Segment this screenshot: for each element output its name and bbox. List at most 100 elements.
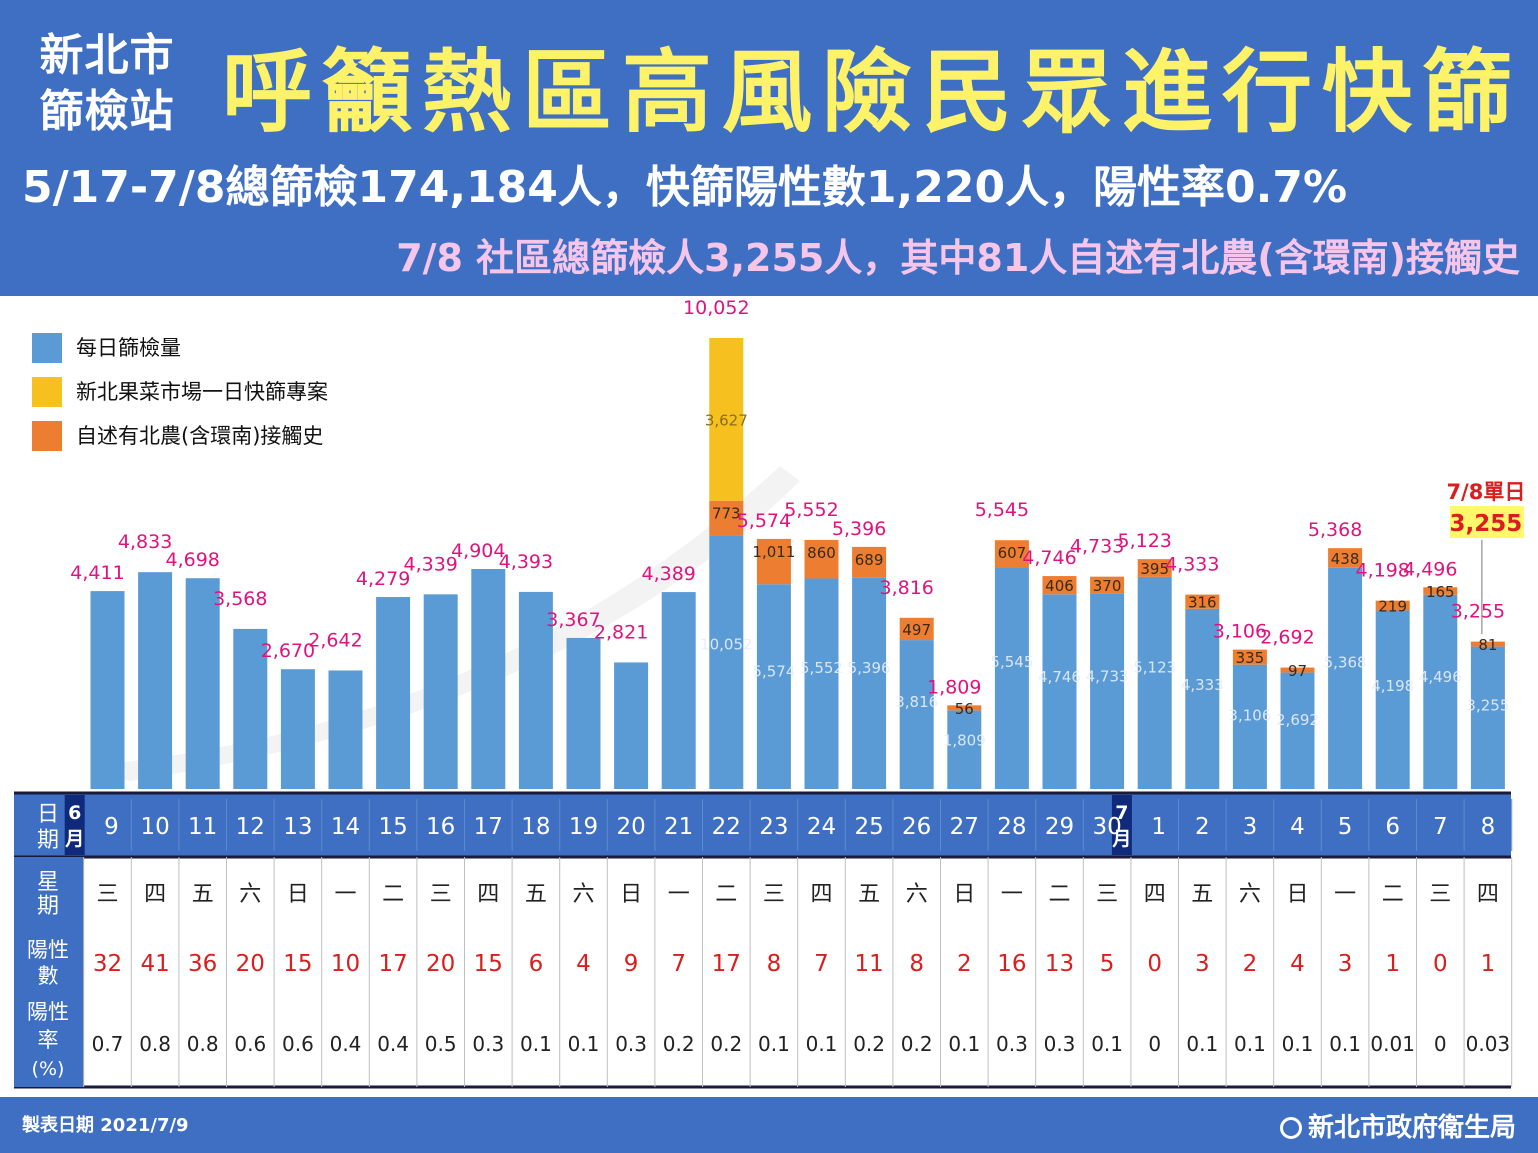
inner-value-16: 5,396 (848, 659, 891, 677)
positive-cell-15: 7 (814, 951, 829, 977)
weekday-cell-8: 四 (477, 882, 499, 907)
positive-cell-24: 2 (1243, 951, 1258, 977)
positive-cell-28: 0 (1433, 951, 1448, 977)
date-header-1: 期 (37, 828, 59, 853)
weekday-cell-12: 一 (668, 882, 690, 907)
bar-contact-24 (1232, 649, 1267, 665)
total-label-20: 4,746 (1022, 547, 1076, 569)
total-label-12: 4,389 (641, 563, 695, 585)
total-label-16: 5,396 (832, 518, 886, 540)
total-label-3: 3,568 (213, 588, 267, 610)
bar-contact-20 (1042, 576, 1077, 595)
bar-contact-22 (1137, 559, 1172, 577)
positive-cell-6: 17 (378, 951, 407, 977)
rate-cell-26: 0.1 (1329, 1032, 1361, 1056)
bar-daily-13 (709, 535, 744, 789)
bar-contact-15 (804, 539, 839, 579)
date-cell-28: 7 (1433, 814, 1448, 840)
total-label-9: 4,393 (499, 551, 553, 573)
date-cell-17: 26 (902, 814, 931, 840)
weekday-cell-3: 六 (239, 882, 261, 907)
bar-daily-18 (947, 710, 982, 789)
contact-label-27: 219 (1378, 598, 1407, 616)
positive-cell-12: 7 (671, 951, 686, 977)
rate-cell-3: 0.6 (234, 1032, 266, 1056)
contact-label-21: 370 (1093, 577, 1122, 595)
rate-cell-11: 0.3 (615, 1032, 647, 1056)
rate-cell-29: 0.03 (1466, 1032, 1511, 1056)
bar-daily-19 (994, 567, 1029, 789)
weekday-cell-29: 四 (1477, 882, 1499, 907)
weekday-cell-20: 二 (1048, 882, 1070, 907)
date-cell-27: 6 (1385, 814, 1400, 840)
total-label-8: 4,904 (451, 540, 505, 562)
date-cell-13: 22 (712, 814, 741, 840)
total-label-28: 4,496 (1403, 558, 1457, 580)
positive-cell-21: 5 (1100, 951, 1115, 977)
summary-line: 5/17-7/8總篩檢174,184人，快篩陽性數1,220人，陽性率0.7% (22, 162, 1348, 213)
bar-daily-29 (1470, 646, 1505, 789)
health-bureau-logo-icon (1279, 1117, 1302, 1139)
date-cell-12: 21 (664, 814, 693, 840)
date-cell-25: 4 (1290, 814, 1305, 840)
positive-cell-8: 15 (474, 951, 503, 977)
inner-value-20: 4,746 (1038, 668, 1081, 686)
total-label-18: 1,809 (927, 676, 981, 698)
total-label-24: 3,106 (1213, 621, 1267, 643)
total-label-13: 10,052 (683, 297, 749, 319)
legend-swatch-1 (32, 377, 62, 407)
weekday-cell-6: 二 (382, 882, 404, 907)
weekday-cell-2: 五 (192, 882, 214, 907)
positive-cell-9: 6 (529, 951, 544, 977)
positive-cell-7: 20 (426, 951, 455, 977)
bar-contact-13 (709, 500, 744, 536)
footer-bar: 製表日期 2021/7/9 新北市政府衛生局 (0, 1097, 1538, 1153)
bar-contact-29 (1470, 641, 1505, 647)
rate-cell-5: 0.4 (330, 1032, 362, 1056)
bar-daily-3 (233, 628, 268, 789)
contact-label-13: 773 (712, 505, 741, 523)
weekday-cell-14: 三 (763, 882, 785, 907)
date-header-0: 日 (37, 802, 59, 827)
bar-daily-0 (90, 591, 125, 789)
bar-daily-9 (518, 591, 553, 789)
contact-label-15: 860 (807, 544, 836, 562)
market-label-13: 3,627 (705, 411, 748, 429)
rate-cell-28: 0 (1434, 1032, 1447, 1056)
date-cell-18: 27 (950, 814, 979, 840)
rate-cell-13: 0.2 (710, 1032, 742, 1056)
inner-value-18: 1,809 (943, 732, 986, 750)
rate-cell-21: 0.1 (1091, 1032, 1123, 1056)
date-cell-20: 29 (1045, 814, 1074, 840)
positive-cell-3: 20 (236, 951, 265, 977)
bar-daily-22 (1137, 576, 1172, 789)
inner-value-21: 4,733 (1086, 667, 1129, 685)
bar-daily-28 (1423, 594, 1458, 789)
date-cell-0: 9 (104, 814, 119, 840)
weekday-cell-11: 日 (620, 882, 642, 907)
date-cell-4: 13 (283, 814, 312, 840)
bar-contact-21 (1090, 576, 1125, 594)
total-label-10: 3,367 (546, 609, 600, 631)
date-cell-1: 10 (140, 814, 169, 840)
inner-value-19: 5,545 (990, 653, 1033, 671)
date-cell-23: 2 (1195, 814, 1210, 840)
org-line-2: 篩檢站 (39, 86, 175, 137)
rate-cell-8: 0.3 (472, 1032, 504, 1056)
total-label-23: 4,333 (1165, 554, 1219, 576)
month-label-0-1: 月 (64, 828, 84, 850)
bar-daily-25 (1280, 672, 1315, 789)
positive-cell-18: 2 (957, 951, 972, 977)
weekday-cell-26: 一 (1334, 882, 1356, 907)
bar-daily-12 (661, 592, 696, 789)
rate-cell-25: 0.1 (1282, 1032, 1314, 1056)
rate-cell-15: 0.1 (806, 1032, 838, 1056)
bar-contact-26 (1328, 548, 1363, 568)
rate-cell-19: 0.3 (996, 1032, 1028, 1056)
weekday-header-0: 星 (37, 870, 59, 895)
page-title: 呼籲熱區高風險民眾進行快篩 (222, 40, 1522, 145)
bar-daily-27 (1375, 610, 1410, 789)
inner-value-29: 3,255 (1466, 697, 1509, 715)
